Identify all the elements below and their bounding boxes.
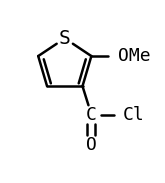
Text: C: C (86, 106, 97, 124)
Text: O: O (86, 136, 97, 154)
Text: S: S (59, 29, 71, 48)
Text: Cl: Cl (123, 106, 145, 124)
Text: OMe: OMe (118, 47, 150, 65)
